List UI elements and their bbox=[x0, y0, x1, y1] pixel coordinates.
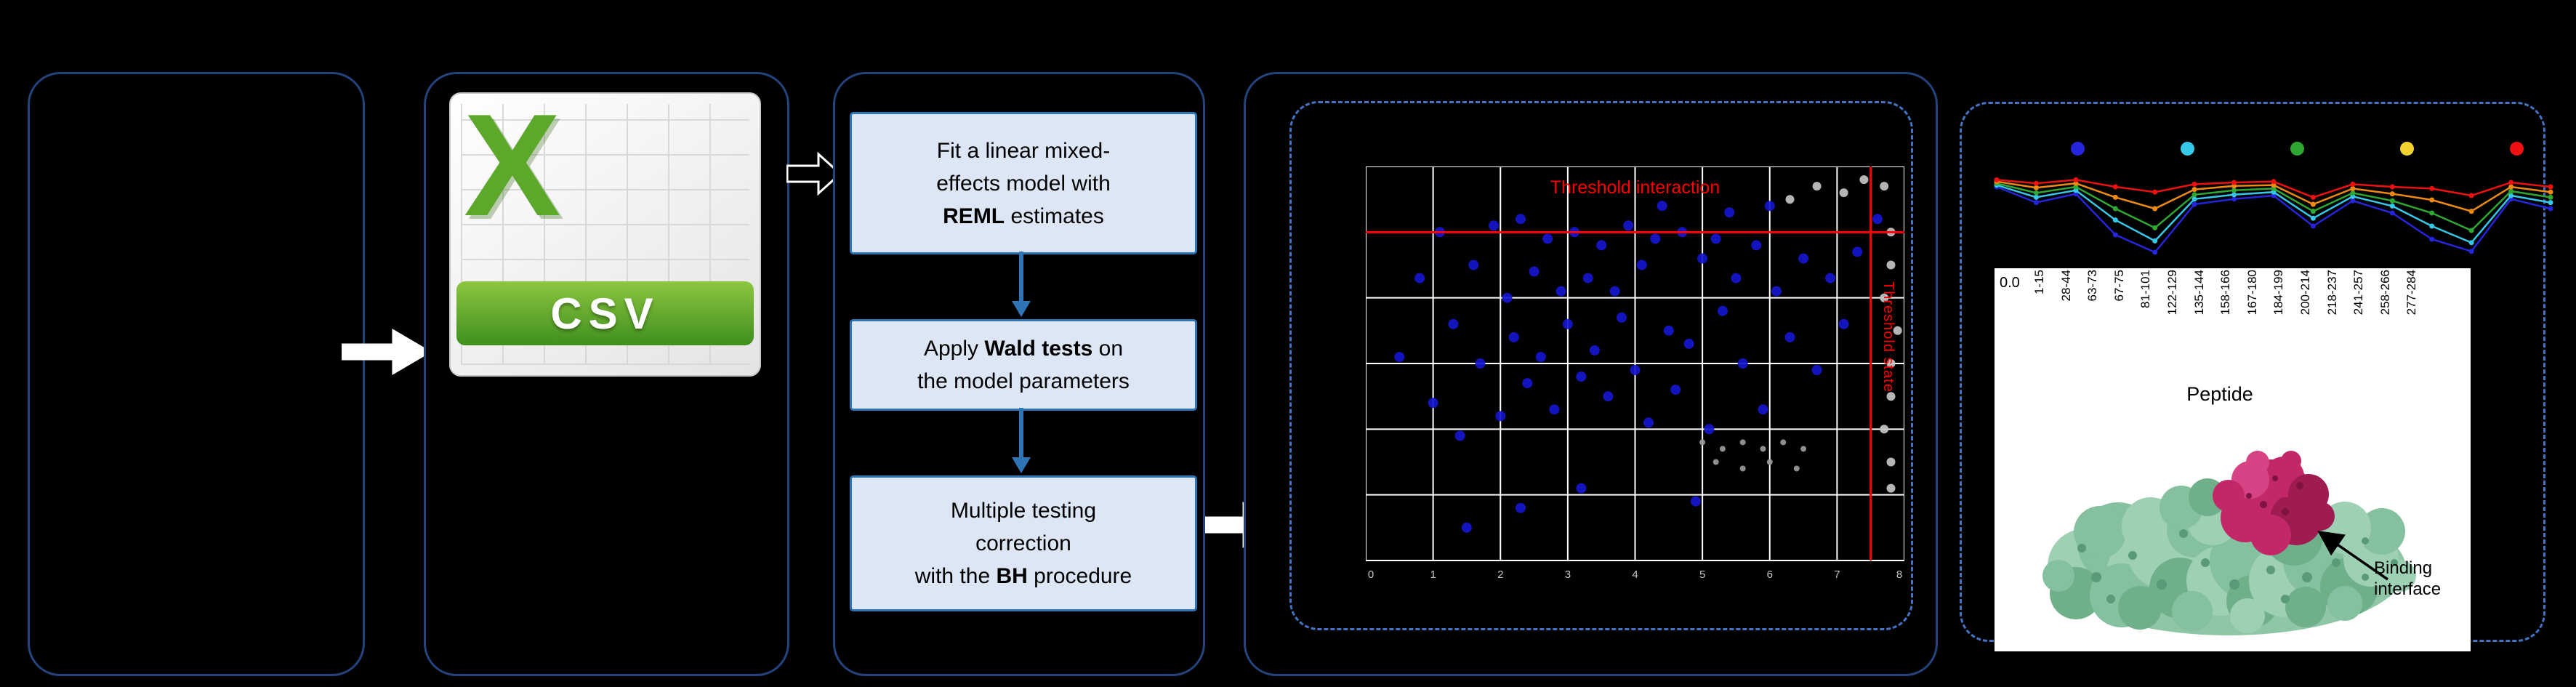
peptide-tick-label: 200-214 bbox=[2298, 270, 2312, 316]
peptide-tick-label: 218-237 bbox=[2325, 270, 2339, 316]
panel-csv-input: X CSV bbox=[424, 72, 789, 676]
peptide-tick-label: 81-101 bbox=[2138, 270, 2153, 308]
deuteration-line-chart bbox=[1994, 177, 2553, 255]
svg-text:4: 4 bbox=[1632, 569, 1638, 581]
y-axis-tick-label: 0.0 bbox=[2000, 275, 2020, 291]
csv-file-icon: X CSV bbox=[449, 92, 761, 377]
peptide-tick-label: 122-129 bbox=[2165, 270, 2179, 316]
volcano-plot-dashed-frame bbox=[1289, 101, 1913, 630]
peptide-results-panel: 0.0 1-15 28-44 63-73 67-75 81-101 122-129 135-… bbox=[1995, 268, 2471, 651]
legend-dot-icon bbox=[2400, 142, 2414, 156]
svg-text:3: 3 bbox=[1565, 569, 1571, 581]
legend-dot-icon bbox=[2071, 142, 2085, 156]
protein-structure-image bbox=[2042, 451, 2416, 635]
peptide-axis-title: Peptide bbox=[2186, 383, 2253, 405]
excel-x-logo: X bbox=[464, 92, 561, 246]
step-arrow-2-icon bbox=[1012, 408, 1031, 473]
step-arrow-shaft bbox=[1019, 252, 1023, 301]
svg-text:0: 0 bbox=[1368, 569, 1374, 581]
pipeline-step-wald: Apply Wald tests on the model parameters bbox=[850, 319, 1197, 411]
peptide-tick-label: 184-199 bbox=[2271, 270, 2286, 316]
peptide-tick-label: 28-44 bbox=[2058, 270, 2073, 302]
binding-interface-label: Binding interface bbox=[2374, 558, 2441, 600]
pipeline-step-reml: Fit a linear mixed-effects model with REM… bbox=[850, 112, 1197, 254]
peptide-tick-label: 67-75 bbox=[2112, 270, 2126, 302]
svg-text:6: 6 bbox=[1767, 569, 1773, 581]
peptide-tick-label: 241-257 bbox=[2351, 270, 2366, 316]
peptide-tick-label: 258-266 bbox=[2378, 270, 2392, 316]
timepoint-legend bbox=[2071, 142, 2524, 156]
svg-text:1: 1 bbox=[1430, 569, 1436, 581]
peptide-tick-label: 277-284 bbox=[2404, 270, 2419, 316]
scatter-threshold-interaction-label: Threshold interaction bbox=[1550, 177, 1720, 198]
svg-text:2: 2 bbox=[1497, 569, 1503, 581]
peptide-tick-label: 158-166 bbox=[2218, 270, 2233, 316]
csv-page: X CSV bbox=[449, 92, 761, 377]
step-arrow-head bbox=[1012, 457, 1031, 473]
panel-statistical-pipeline: Fit a linear mixed-effects model with REM… bbox=[833, 72, 1205, 676]
peptide-tick-label: 135-144 bbox=[2191, 270, 2206, 316]
svg-text:8: 8 bbox=[1896, 569, 1902, 581]
legend-dot-icon bbox=[2181, 142, 2194, 156]
scatter-plot: 0 1 2 3 4 5 6 7 8 bbox=[1366, 166, 1904, 581]
binding-interface-label-line2: interface bbox=[2374, 579, 2442, 599]
svg-text:7: 7 bbox=[1834, 569, 1840, 581]
pipeline-step-reml-text: Fit a linear mixed-effects model with REM… bbox=[936, 138, 1111, 228]
flow-arrow-2-icon bbox=[786, 151, 842, 196]
pipeline-step-bh: Multiple testing correction with the BH pr… bbox=[850, 475, 1197, 611]
legend-dot-icon bbox=[2290, 142, 2304, 156]
svg-text:5: 5 bbox=[1699, 569, 1705, 581]
peptide-tick-label: 63-73 bbox=[2085, 270, 2100, 302]
legend-dot-icon bbox=[2510, 142, 2524, 156]
step-arrow-1-icon bbox=[1012, 252, 1031, 317]
csv-banner-label: CSV bbox=[550, 289, 660, 338]
peptide-tick-label: 1-15 bbox=[2032, 270, 2046, 295]
panel-experimental-setup bbox=[28, 72, 365, 676]
peptide-axis-tick-labels: 1-15 28-44 63-73 67-75 81-101 122-129 135-144 1… bbox=[1995, 268, 2471, 379]
step-arrow-shaft bbox=[1019, 408, 1023, 457]
step-arrow-head bbox=[1012, 301, 1031, 317]
csv-format-banner: CSV bbox=[456, 281, 754, 345]
binding-interface-label-line1: Binding bbox=[2374, 558, 2433, 578]
pipeline-step-bh-text: Multiple testing correction with the BH pr… bbox=[914, 499, 1132, 588]
pipeline-step-wald-text: Apply Wald tests on the model parameters bbox=[917, 337, 1130, 393]
panel-volcano-plot: Threshold interaction 0 1 2 3 4 5 6 7 8 Threshol… bbox=[1244, 72, 1938, 676]
peptide-tick-label: 167-180 bbox=[2245, 270, 2259, 316]
panel-peptide-results: 0.0 1-15 28-44 63-73 67-75 81-101 122-129 135-… bbox=[1960, 102, 2553, 651]
scatter-threshold-state-label: Threshold state bbox=[1880, 281, 1896, 393]
